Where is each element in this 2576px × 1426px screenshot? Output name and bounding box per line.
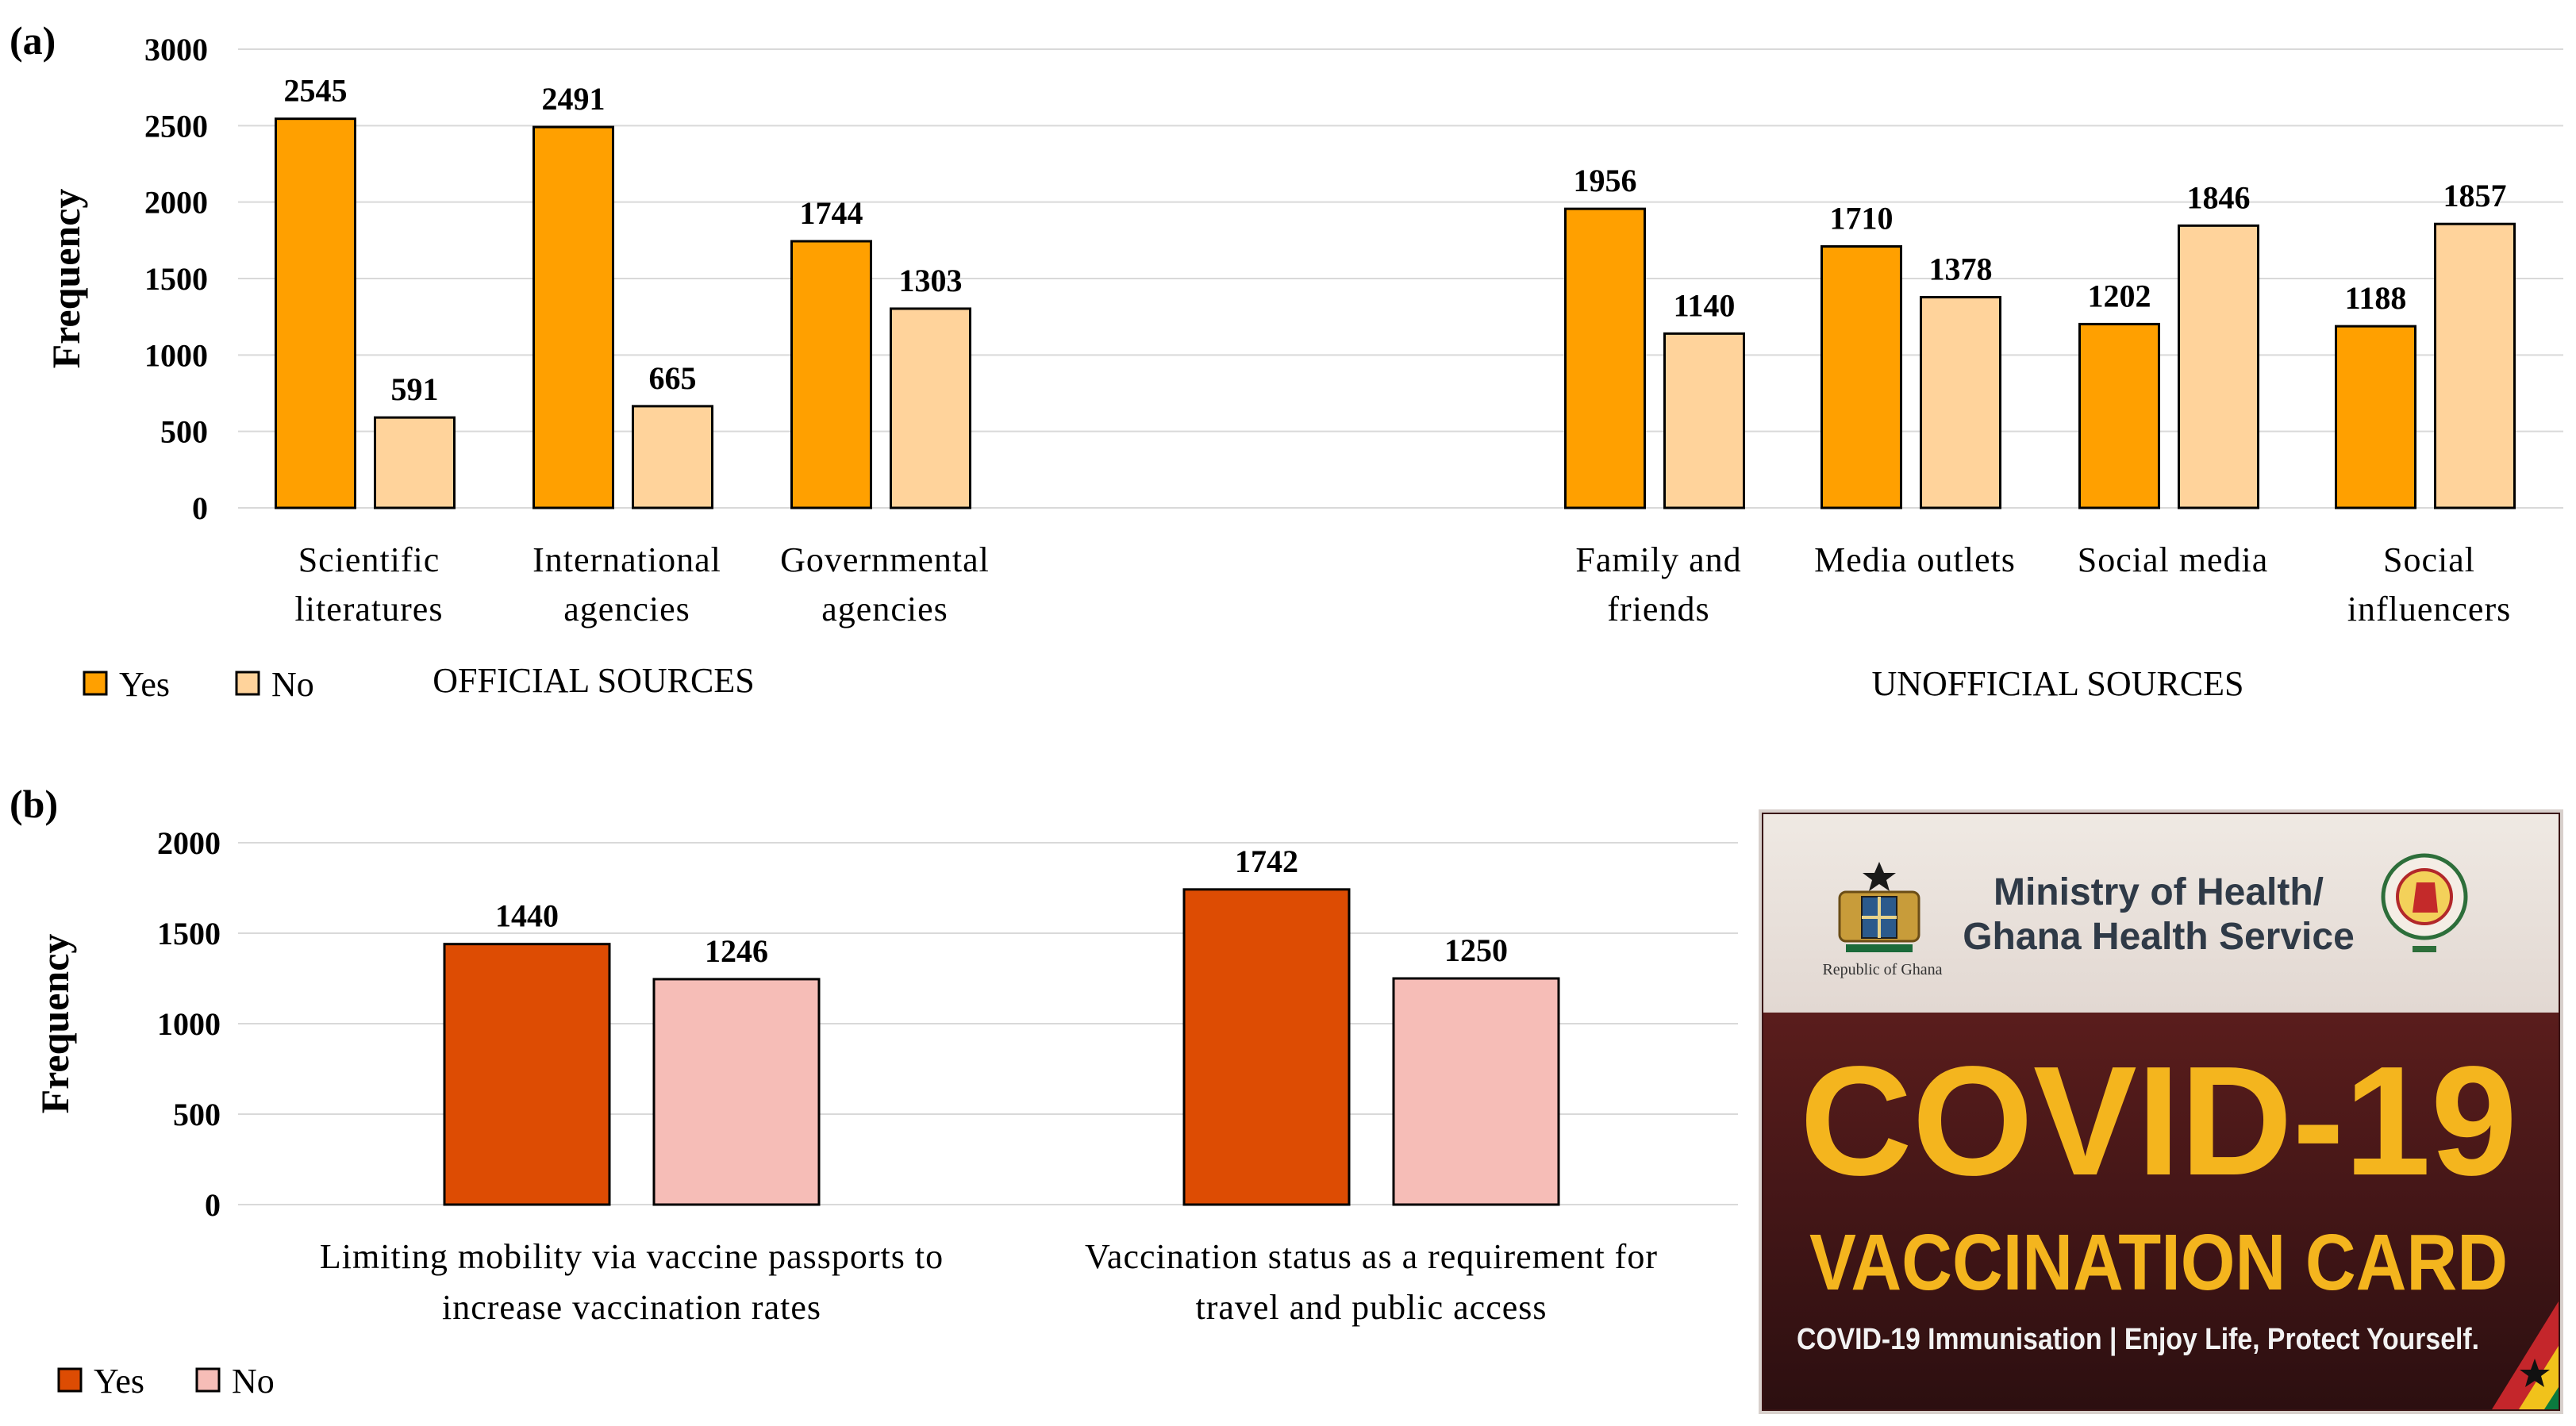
category-label-a: Scientific <box>298 540 440 579</box>
bar-no <box>2434 222 2516 509</box>
y-tick-label-b: 500 <box>173 1097 221 1132</box>
panel-label-b: (b) <box>10 782 58 826</box>
card-title-line1: COVID-19 <box>1800 1034 2517 1208</box>
data-label-no: 1140 <box>1674 287 1736 323</box>
ghana-flag-icon <box>2492 1301 2559 1409</box>
data-label-yes: 1202 <box>2088 278 2151 313</box>
bar-yes <box>1564 207 1646 509</box>
y-tick-label-a: 2000 <box>144 185 208 221</box>
vaccination-card-photo: Republic of Ghana Ministry of Health/ Gh… <box>1759 809 2563 1414</box>
data-label-no: 1246 <box>705 933 768 969</box>
category-label-a: influencers <box>2347 590 2511 628</box>
y-tick-label-a: 1500 <box>144 261 208 297</box>
bar-no <box>1663 332 1745 509</box>
bar-yes <box>1821 245 1902 509</box>
chart-a: 0 500 1000 1500 2000 2500 3000 Frequency 2545 591… <box>44 32 2563 704</box>
card-body <box>1763 1013 2559 1409</box>
category-label-a: agencies <box>563 590 690 628</box>
category-label-a: agencies <box>821 590 948 628</box>
card-title-line2: VACCINATION CARD <box>1809 1218 2508 1307</box>
data-label-no: 591 <box>391 371 439 407</box>
bar-no <box>374 416 456 509</box>
card-header-line2: Ghana Health Service <box>1963 916 2355 958</box>
category-label-a: friends <box>1607 590 1709 628</box>
crest-caption: Republic of Ghana <box>1822 961 1942 978</box>
bar-yes <box>2335 325 2416 509</box>
group-label-unofficial: UNOFFICIAL SOURCES <box>1871 664 2243 703</box>
legend-label-yes: Yes <box>94 1362 144 1401</box>
bar-yes <box>1182 888 1351 1206</box>
legend-swatch-yes <box>57 1367 83 1393</box>
bar-yes <box>2078 322 2160 509</box>
y-tick-label-b: 2000 <box>157 825 221 861</box>
data-label-yes: 1710 <box>1830 201 1894 236</box>
legend-label-no: No <box>232 1362 275 1401</box>
y-tick-label-b: 1000 <box>157 1006 221 1042</box>
y-tick-label-b: 1500 <box>157 916 221 951</box>
data-label-yes: 2545 <box>284 73 348 109</box>
data-label-yes: 1742 <box>1235 844 1298 879</box>
y-tick-label-a: 2500 <box>144 108 208 144</box>
bar-no <box>1920 296 2001 509</box>
y-tick-label-a: 0 <box>192 490 208 526</box>
category-label-a: Governmental <box>780 540 990 579</box>
panel-label-a: (a) <box>10 18 56 63</box>
data-label-no: 665 <box>649 360 697 396</box>
category-label-a: Media outlets <box>1814 540 2016 579</box>
data-label-no: 1857 <box>2443 178 2507 213</box>
group-label-official: OFFICIAL SOURCES <box>433 661 754 700</box>
category-label-b: increase vaccination rates <box>442 1288 821 1327</box>
chart-b: 0 500 1000 1500 2000 Frequency 1440 1246 Limitin… <box>33 825 1738 1401</box>
bar-yes <box>533 125 614 509</box>
category-label-b: Limiting mobility via vaccine passports … <box>320 1237 944 1276</box>
data-label-yes: 1956 <box>1574 163 1637 198</box>
data-label-yes: 1744 <box>800 195 863 231</box>
ghana-health-service-logo-icon <box>2381 853 2468 952</box>
bar-no <box>890 307 971 509</box>
bar-no <box>632 405 713 509</box>
category-label-a: Social media <box>2078 540 2269 579</box>
data-label-yes: 2491 <box>542 81 606 117</box>
bar-yes <box>443 943 611 1206</box>
y-tick-label-a: 500 <box>160 414 208 450</box>
y-tick-label-a: 3000 <box>144 32 208 67</box>
data-label-no: 1378 <box>1929 252 1993 287</box>
bar-yes <box>790 240 872 509</box>
y-axis-label-a: Frequency <box>44 189 88 369</box>
data-label-no: 1250 <box>1444 932 1508 968</box>
bar-yes <box>275 117 356 509</box>
data-label-no: 1303 <box>899 263 963 298</box>
category-label-b: Vaccination status as a requirement for <box>1085 1237 1658 1276</box>
category-label-a: Family and <box>1575 540 1741 579</box>
y-axis-label-b: Frequency <box>33 934 77 1114</box>
legend-label-yes: Yes <box>119 665 170 704</box>
category-label-a: literatures <box>295 590 444 628</box>
bar-no <box>2178 224 2259 509</box>
card-tagline: COVID-19 Immunisation | Enjoy Life, Prot… <box>1797 1323 2479 1356</box>
category-label-a: International <box>533 540 721 579</box>
data-label-yes: 1188 <box>2345 280 2407 316</box>
category-label-a: Social <box>2383 540 2475 579</box>
data-label-no: 1846 <box>2187 179 2251 215</box>
bar-no <box>652 978 821 1206</box>
legend-swatch-no <box>235 671 260 696</box>
coat-of-arms-icon <box>1838 862 1920 952</box>
legend-label-no: No <box>271 665 314 704</box>
category-label-b: travel and public access <box>1195 1288 1547 1327</box>
card-header-line1: Ministry of Health/ <box>1994 871 2324 913</box>
bar-no <box>1392 977 1560 1206</box>
legend-swatch-no <box>195 1367 221 1393</box>
y-tick-label-a: 1000 <box>144 337 208 373</box>
legend-swatch-yes <box>83 671 108 696</box>
data-label-yes: 1440 <box>495 898 559 934</box>
y-tick-label-b: 0 <box>205 1187 221 1223</box>
